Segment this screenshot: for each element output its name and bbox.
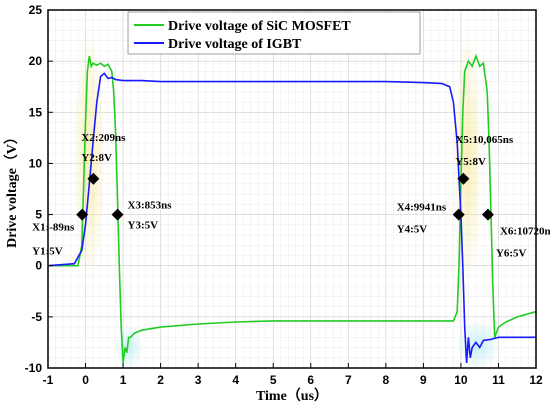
annotation-x-label: X4:9941ns [397,202,447,214]
annotation-marker [87,172,100,185]
legend-label-igbt: Drive voltage of IGBT [168,37,302,52]
x-tick-label: 3 [195,373,202,387]
x-tick-label: 11 [492,373,505,387]
x-tick-label: 8 [383,373,390,387]
x-tick-label: 7 [345,373,352,387]
series-lines [47,53,537,363]
y-tick-label: 25 [29,3,43,17]
x-tick-label: 1 [120,373,127,387]
y-tick-label: 15 [29,105,43,119]
plot-frame [47,9,537,369]
x-tick-label: 2 [157,373,164,387]
x-tick-label: 12 [529,373,543,387]
annotation-y-label: Y5:8V [455,156,486,168]
series-line-sic-mosfet [48,53,537,363]
y-tick-label: 10 [29,156,43,170]
y-tick-label: 20 [29,54,43,68]
annotation-x-label: X6:10720ns [500,226,550,238]
annotation-y-label: Y2:8V [81,152,112,164]
annotation-y-label: Y3:5V [128,220,159,232]
x-axis-ticks: -1 0 1 2 3 4 5 6 7 8 9 10 11 12 [43,363,543,387]
y-axis-title: Drive voltage（V） [4,130,20,248]
annotation-marker [452,208,465,221]
legend: Drive voltage of SiC MOSFET Drive voltag… [127,11,421,55]
y-tick-label: -5 [31,310,42,324]
annotation-marker [76,208,89,221]
y-axis-ticks: -10 -5 0 5 10 15 20 25 [25,3,53,375]
x-tick-label: 10 [454,373,468,387]
y-tick-label: 0 [35,259,42,273]
x-tick-label: 4 [232,373,239,387]
x-tick-label: 6 [307,373,314,387]
annotation-x-label: X5:10,065ns [455,134,513,146]
x-axis-title: Time（us） [256,388,328,404]
annotation-marker [111,208,124,221]
legend-box [127,11,421,55]
annotation-y-label: Y6:5V [496,248,527,260]
annotations: X1:-89nsY1:5VX2:209nsY2:8VX3:853nsY3:5VX… [32,132,550,260]
annotation-x-label: X3:853ns [128,200,173,212]
annotation-marker [457,172,470,185]
annotation-x-label: X1:-89ns [32,222,75,234]
annotation-y-label: Y4:5V [397,224,428,236]
series-line-igbt [47,72,536,363]
x-tick-label: 0 [82,373,89,387]
x-tick-label: 5 [270,373,277,387]
x-tick-label: 9 [420,373,427,387]
y-tick-label: 5 [35,208,42,222]
annotation-x-label: X2:209ns [81,132,126,144]
x-tick-label: -1 [43,373,54,387]
annotation-marker [481,208,494,221]
highlight-region [115,327,142,368]
legend-label-sic: Drive voltage of SiC MOSFET [168,19,351,34]
y-tick-label: -10 [25,361,43,375]
